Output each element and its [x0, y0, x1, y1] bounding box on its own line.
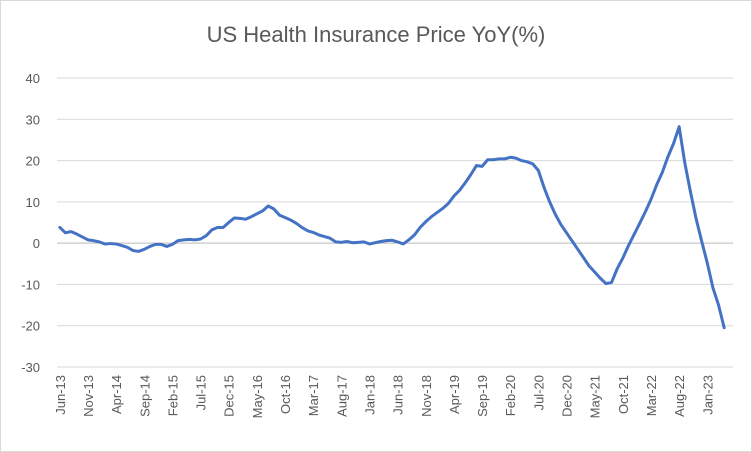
y-tick-label: 0: [33, 236, 40, 251]
x-tick-label: Mar-22: [644, 375, 659, 416]
x-tick-label: Aug-17: [334, 375, 349, 417]
x-tick-label: Oct-16: [278, 375, 293, 414]
x-tick-label: Dec-15: [222, 375, 237, 417]
x-tick-label: May-21: [588, 375, 603, 418]
x-tick-label: Jun-18: [391, 375, 406, 415]
x-tick-label: Mar-17: [306, 375, 321, 416]
x-tick-label: Feb-15: [165, 375, 180, 416]
x-tick-label: Sep-19: [475, 375, 490, 417]
y-tick-label: -30: [21, 360, 40, 375]
y-tick-label: 10: [26, 195, 40, 210]
x-tick-label: May-16: [250, 375, 265, 418]
data-line: [58, 125, 726, 330]
x-tick-label: Jun-13: [53, 375, 68, 415]
x-tick-label: Nov-13: [81, 375, 96, 417]
x-tick-label: Feb-20: [503, 375, 518, 416]
y-tick-label: -20: [21, 319, 40, 334]
x-tick-label: Apr-19: [447, 375, 462, 414]
x-tick-label: Jul-15: [194, 375, 209, 410]
y-tick-label: -10: [21, 277, 40, 292]
x-tick-label: Apr-14: [109, 375, 124, 414]
x-tick-label: Aug-22: [672, 375, 687, 417]
y-tick-label: 40: [26, 71, 40, 86]
x-tick-label: Sep-14: [137, 375, 152, 417]
y-tick-label: 30: [26, 112, 40, 127]
x-tick-label: Oct-21: [616, 375, 631, 414]
x-tick-label: Jan-18: [362, 375, 377, 415]
x-tick-label: Jan-23: [700, 375, 715, 415]
y-tick-label: 20: [26, 154, 40, 169]
x-tick-label: Nov-18: [419, 375, 434, 417]
chart-title: US Health Insurance Price YoY(%): [207, 22, 546, 47]
x-tick-label: Jul-20: [531, 375, 546, 410]
x-tick-label: Dec-20: [560, 375, 575, 417]
